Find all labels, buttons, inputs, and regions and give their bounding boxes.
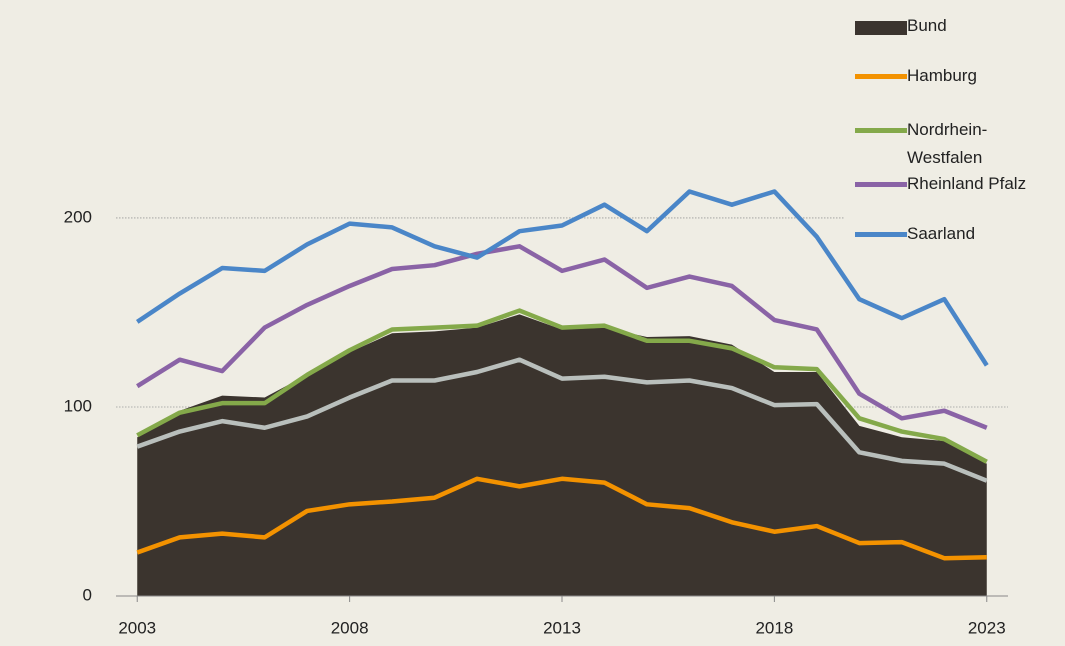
legend-item: Nordrhein-Westfalen xyxy=(855,116,1047,172)
y-tick-label: 0 xyxy=(83,585,92,604)
x-tick-label: 2003 xyxy=(118,618,156,637)
legend-item: Saarland xyxy=(855,220,1047,248)
legend-item: Rheinland Pfalz xyxy=(855,170,1047,198)
legend-swatch xyxy=(855,21,907,35)
y-tick-label: 100 xyxy=(64,396,92,415)
line xyxy=(136,244,988,430)
legend-label: Nordrhein-Westfalen xyxy=(907,120,988,167)
legend-swatch xyxy=(855,232,907,237)
legend-label: Rheinland Pfalz xyxy=(907,174,1027,193)
x-tick-label: 2018 xyxy=(755,618,793,637)
area xyxy=(137,314,987,596)
legend-label: Bund xyxy=(907,16,947,35)
legend-label: Hamburg xyxy=(907,66,977,85)
x-tick-label: 2013 xyxy=(543,618,581,637)
legend-swatch xyxy=(855,74,907,79)
y-tick-label: 200 xyxy=(64,207,92,226)
line xyxy=(135,189,989,367)
legend-label: Saarland xyxy=(907,224,976,243)
legend-item: Hamburg xyxy=(855,62,1047,90)
x-tick-label: 2008 xyxy=(331,618,369,637)
line xyxy=(136,476,987,561)
legend-swatch xyxy=(855,128,907,133)
legend-item: Bund xyxy=(855,12,1047,40)
line xyxy=(136,308,988,464)
x-tick-label: 2023 xyxy=(968,618,1006,637)
line xyxy=(136,357,988,483)
legend-swatch xyxy=(855,182,907,187)
